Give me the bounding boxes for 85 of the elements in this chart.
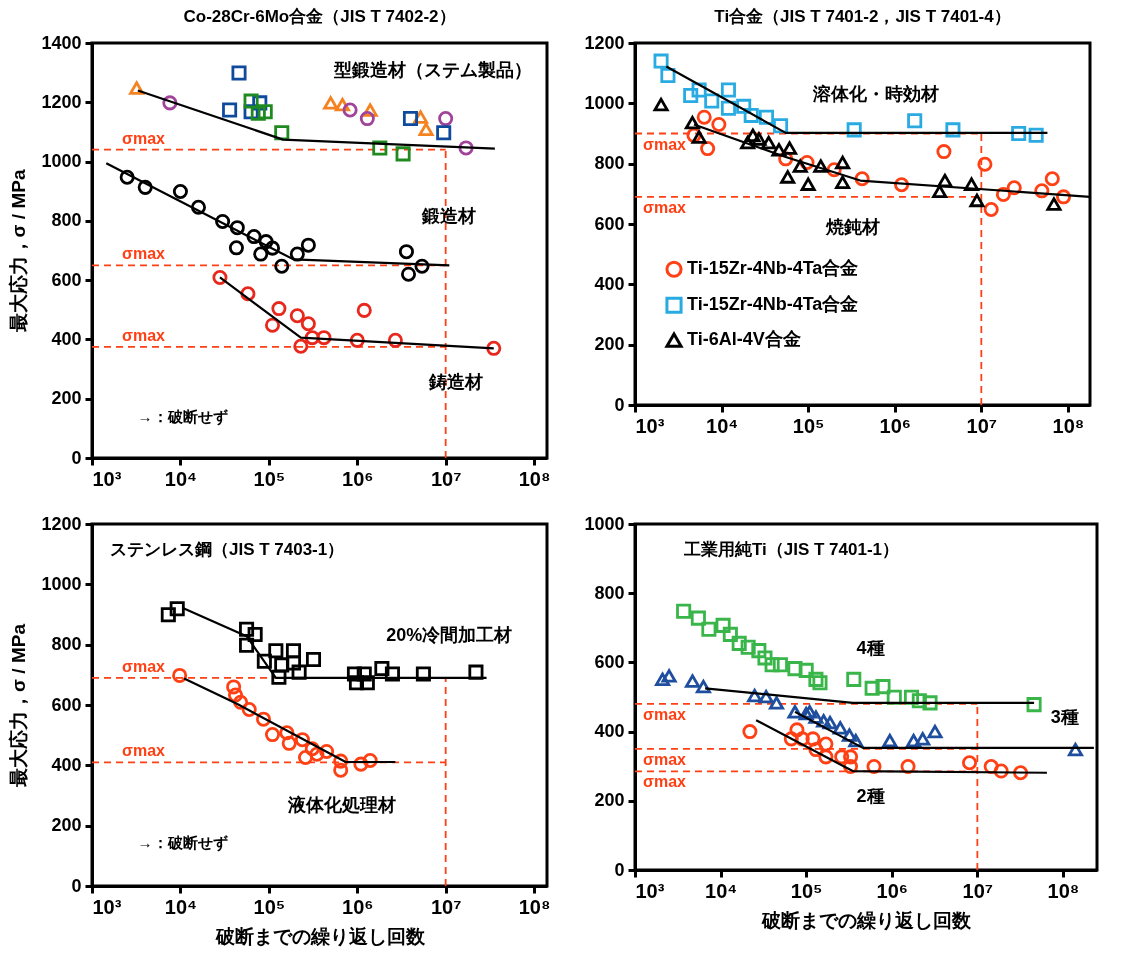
legend-label: Ti-15Zr-4Nb-4Ta合金 <box>687 294 859 315</box>
y-tick-label: 0 <box>614 394 625 415</box>
y-tick-label: 600 <box>51 269 82 290</box>
chart-title: Ti合金（JIS T 7401-2，JIS T 7401-4） <box>714 7 1011 26</box>
x-tick-label: 10⁸ <box>518 895 551 918</box>
x-tick-label: 10⁶ <box>879 414 911 437</box>
y-tick-label: 800 <box>594 582 625 603</box>
annotation: 液体化処理材 <box>287 795 397 816</box>
x-tick-label: 10⁴ <box>164 895 197 918</box>
x-tick-label: 10⁷ <box>430 467 462 490</box>
x-axis-title: 破断までの繰り返し回数 <box>761 909 972 931</box>
x-tick-label: 10³ <box>635 879 665 902</box>
ref-line-label: σmax <box>122 245 166 263</box>
x-tick-label: 10⁷ <box>962 879 994 902</box>
y-tick-label: 0 <box>71 875 82 896</box>
annotation: 鍛造材 <box>421 206 477 227</box>
y-tick-label: 800 <box>51 210 82 231</box>
x-tick-label: 10³ <box>92 895 122 918</box>
y-tick-label: 0 <box>614 859 625 880</box>
ref-line-label: σmax <box>122 129 166 147</box>
x-tick-label: 10⁸ <box>518 467 551 490</box>
x-tick-label: 10⁸ <box>1052 414 1085 437</box>
annotation: 焼鈍材 <box>825 216 881 237</box>
y-tick-label: 1000 <box>584 92 625 113</box>
y-tick-label: 1000 <box>41 151 82 172</box>
y-tick-label: 800 <box>594 153 625 174</box>
x-tick-label: 10⁸ <box>1047 879 1080 902</box>
y-tick-label: 400 <box>594 273 625 294</box>
y-tick-label: 400 <box>594 721 625 742</box>
x-tick-label: 10⁴ <box>705 879 738 902</box>
annotation: →：破断せず <box>137 407 228 426</box>
y-tick-label: 1000 <box>41 573 82 594</box>
annotation: 溶体化・時効材 <box>812 84 940 105</box>
ref-line-label: σmax <box>122 742 166 760</box>
y-tick-label: 600 <box>51 694 82 715</box>
y-tick-label: 200 <box>51 388 82 409</box>
y-axis-title: 最大応力，σ / MPa <box>8 169 30 334</box>
x-tick-label: 10⁵ <box>790 879 823 902</box>
y-tick-label: 1400 <box>41 32 82 53</box>
y-tick-label: 600 <box>594 213 625 234</box>
y-axis-title: 最大応力，σ / MPa <box>8 623 30 788</box>
ref-line-label: σmax <box>643 135 687 153</box>
y-tick-label: 800 <box>51 634 82 655</box>
annotation: 2種 <box>856 786 885 807</box>
y-tick-label: 1200 <box>41 91 82 112</box>
x-tick-label: 10⁷ <box>430 895 462 918</box>
x-tick-label: 10³ <box>635 414 665 437</box>
y-tick-label: 1200 <box>41 513 82 534</box>
x-tick-label: 10⁶ <box>876 879 908 902</box>
annotation: 鋳造材 <box>428 372 483 393</box>
y-tick-label: 600 <box>594 651 625 672</box>
x-tick-label: 10³ <box>92 467 122 490</box>
y-tick-label: 400 <box>51 328 82 349</box>
annotation: 4種 <box>856 637 885 658</box>
annotation: →：破断せず <box>137 833 228 852</box>
ref-line-label: σmax <box>643 705 687 723</box>
x-tick-label: 10⁶ <box>342 895 374 918</box>
annotation: 20%冷間加工材 <box>386 625 513 646</box>
text: ステンレス鋼（JIS T 7403-1） <box>109 540 345 559</box>
legend-label: Ti-15Zr-4Nb-4Ta合金 <box>687 258 859 279</box>
x-tick-label: 10⁷ <box>966 414 998 437</box>
x-tick-label: 10⁵ <box>253 895 286 918</box>
x-tick-label: 10⁴ <box>164 467 197 490</box>
text: 工業用純Ti（JIS T 7401-1） <box>682 540 900 559</box>
x-axis-title: 破断までの繰り返し回数 <box>214 925 426 947</box>
ref-line-label: σmax <box>643 198 687 216</box>
chart-title: Co-28Cr-6Mo合金（JIS T 7402-2） <box>183 7 456 26</box>
ref-line-label: σmax <box>643 750 687 768</box>
y-tick-label: 400 <box>51 754 82 775</box>
annotation: 型鍛造材（ステム製品） <box>333 59 533 80</box>
ref-line-label: σmax <box>122 657 166 675</box>
ref-line-label: σmax <box>122 326 166 344</box>
y-tick-label: 200 <box>51 815 82 836</box>
y-tick-label: 1000 <box>584 513 625 534</box>
x-tick-label: 10⁵ <box>792 414 825 437</box>
y-tick-label: 1200 <box>584 32 625 53</box>
y-tick-label: 0 <box>71 447 82 468</box>
y-tick-label: 200 <box>594 790 625 811</box>
y-tick-label: 200 <box>594 334 625 355</box>
annotation: 3種 <box>1050 706 1079 727</box>
x-tick-label: 10⁵ <box>253 467 286 490</box>
x-tick-label: 10⁶ <box>342 467 374 490</box>
x-tick-label: 10⁴ <box>706 414 739 437</box>
ref-line-label: σmax <box>643 773 687 791</box>
legend-label: Ti-6Al-4V合金 <box>687 329 801 350</box>
